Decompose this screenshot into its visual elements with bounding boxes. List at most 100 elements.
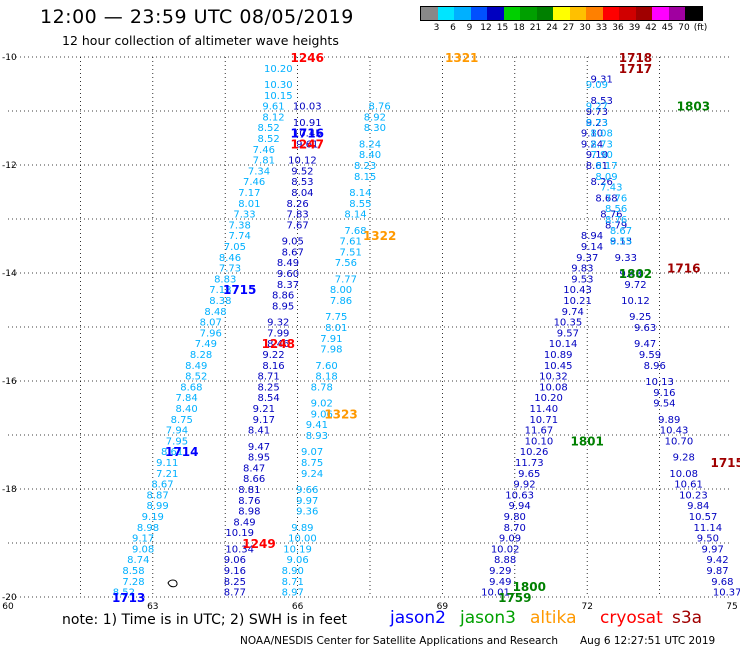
scale-label: 36 [612,23,624,33]
scale-swatch [685,7,702,20]
data-label: 7.86 [330,296,352,307]
color-scale-swatches [420,6,703,21]
data-label: 10.10 [525,436,554,447]
data-label: 8.49 [185,361,207,372]
data-label: 9.32 [267,318,289,329]
data-label: 8.71 [282,577,304,588]
data-label: 7.43 [600,183,622,194]
data-label: 7.49 [195,339,217,350]
scale-label: 45 [661,23,674,33]
data-label: 8.24 [359,139,381,150]
track-label: 1716 [667,262,700,276]
data-label: 8.61 [161,447,183,458]
data-label: 9.17 [132,534,154,545]
data-label: 9.72 [624,280,646,291]
data-label: 7.21 [156,469,178,480]
scale-swatch [586,7,603,20]
data-label: 8.66 [243,474,265,485]
data-label: 9.73 [586,107,608,118]
data-label: 8.47 [243,463,265,474]
data-label: 9.49 [489,577,511,588]
data-label: 8.95 [248,453,270,464]
data-label: 9.97 [296,496,318,507]
data-label: 8.73 [591,139,613,150]
scale-label: 30 [579,23,591,33]
data-label: 9.05 [282,237,304,248]
data-label: 8.52 [185,372,207,383]
scale-label: 6 [450,23,456,33]
data-label: 11.40 [529,404,558,415]
data-label: 8.23 [354,161,376,172]
track-label: 1801 [570,434,603,448]
data-label: 9.27 [586,102,608,113]
data-label: 10.30 [264,80,293,91]
data-label: 8.79 [605,220,627,231]
data-label: 9.09 [586,80,608,91]
data-label: 7.76 [605,193,627,204]
y-tick-label: -18 [2,485,17,495]
track-label: 1802 [619,267,652,281]
data-label: 9.21 [253,404,275,415]
footer-note: note: 1) Time is in UTC; 2) SWH is in fe… [62,612,348,628]
x-tick-label: 75 [726,602,737,612]
data-label: 8.46 [219,253,241,264]
data-label: 9.53 [571,274,593,285]
data-label: 7.51 [340,247,362,258]
data-label: 10.71 [529,415,558,426]
data-label: 8.61 [586,161,608,172]
data-label: 10.43 [660,426,689,437]
scale-label: 42 [645,23,657,33]
data-label: 8.67 [610,226,632,237]
data-label: 9.36 [296,507,318,518]
data-label: 9.80 [504,512,526,523]
data-label: 9.06 [311,409,333,420]
data-label: 7.68 [344,226,366,237]
data-label: 8.16 [262,361,284,372]
data-label: 10.63 [505,490,534,501]
scale-label: 12 [480,23,492,33]
data-label: 11.73 [515,458,544,469]
track-label: 1715 [710,456,740,470]
scale-swatch [470,7,487,20]
y-tick-label: -10 [2,53,17,63]
data-label: 9.97 [702,544,724,555]
data-label: 9.24 [301,469,323,480]
data-label: 8.88 [494,555,516,566]
data-label: 8.95 [272,301,294,312]
data-label: 10.61 [674,480,703,491]
data-label: 8.99 [146,501,168,512]
data-label: 9.94 [508,501,530,512]
data-label: 7.73 [219,264,241,275]
satellite-legend-item: altika [530,608,577,628]
data-label: 8.41 [248,426,270,437]
data-label: 8.53 [591,96,613,107]
data-label: 10.32 [539,372,568,383]
data-label: 7.56 [335,258,357,269]
data-label: 8.37 [277,280,299,291]
data-label: 7.91 [320,334,342,345]
scale-swatch [487,7,504,20]
data-label: 9.09 [499,534,521,545]
track-label: 1803 [677,100,710,114]
data-label: 7.84 [175,393,197,404]
data-label: 8.86 [272,291,294,302]
data-label: 8.14 [349,188,371,199]
data-label: 8.48 [204,307,226,318]
data-label: 8.28 [190,350,212,361]
track-label: 1715 [223,283,256,297]
data-label: 8.26 [591,177,613,188]
data-label: 10.14 [549,339,578,350]
scale-swatch [421,7,438,20]
page-subtitle: 12 hour collection of altimeter wave hei… [62,33,339,48]
data-label: 9.28 [673,453,695,464]
data-label: 9.37 [576,253,598,264]
scale-label: 3 [433,23,440,33]
page-title: 12:00 — 23:59 UTC 08/05/2019 [40,6,354,28]
data-label: 9.02 [311,399,333,410]
data-label: 8.81 [238,485,260,496]
data-label: 10.26 [520,447,549,458]
data-label: 7.77 [335,274,357,285]
data-label: 10.03 [293,102,322,113]
